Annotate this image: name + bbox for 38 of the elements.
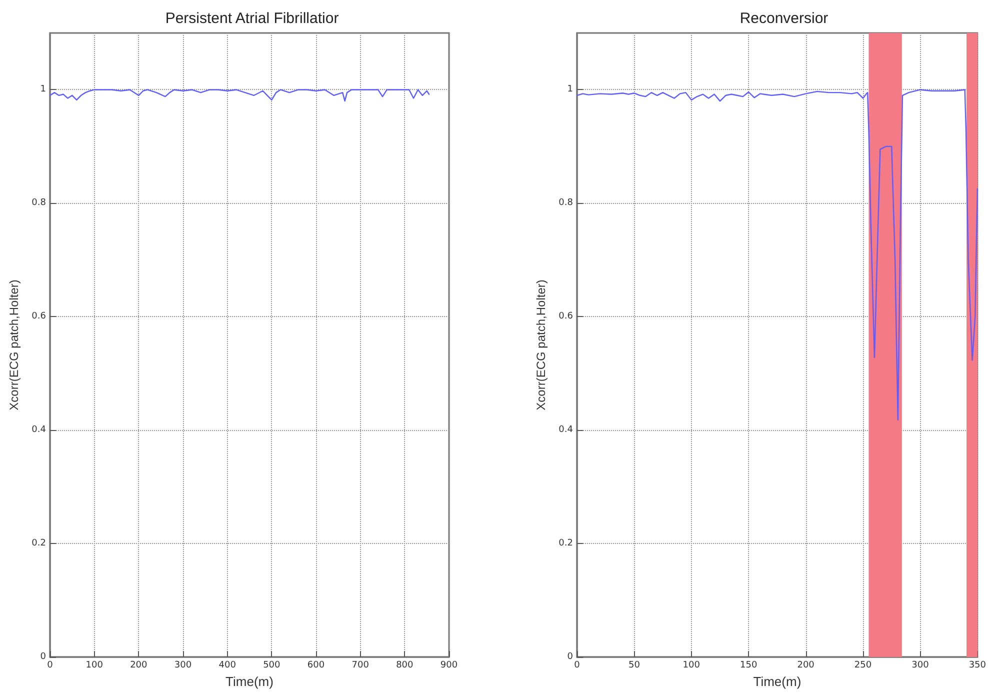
y-tick-label: 0.6 [32,312,46,322]
x-tick-label: 800 [396,660,414,670]
x-tick-label: 0 [574,660,580,670]
y-tick-label: 0.2 [558,538,573,549]
y-tick-label: 0 [40,652,46,662]
x-tick-label: 50 [628,660,640,670]
x-tick-label: 350 [968,660,986,670]
x-tick-label: 250 [854,660,872,670]
x-tick-label: 150 [740,660,758,670]
y-axis-title: Xcorr(ECG patch,Holter) [534,280,548,410]
y-tick-label: 0.2 [32,538,46,549]
x-tick-label: 0 [47,660,54,670]
y-tick-label: 1 [40,84,46,95]
x-tick-label: 300 [912,660,930,670]
x-tick-label: 200 [130,660,148,670]
x-tick-label: 400 [218,660,236,670]
x-tick-label: 100 [86,660,104,670]
y-tick-label: 0 [567,652,574,662]
line-series [49,89,430,102]
x-tick-label: 200 [797,660,815,670]
y-tick-label: 0.8 [32,198,46,208]
y-axis-title: Xcorr(ECG patch,Holter) [7,280,21,410]
x-tick-label: 500 [263,660,281,670]
x-axis-title: Time(m) [226,674,274,689]
line-series [576,89,978,420]
y-tick-label: 0.4 [558,425,574,436]
x-tick-label: 700 [352,660,370,670]
y-tick-label: 0.6 [558,312,574,322]
x-tick-label: 300 [174,660,192,670]
y-tick-label: 0.8 [558,198,574,208]
chart-title: Reconversior [740,10,828,27]
x-tick-label: 100 [682,660,700,670]
x-tick-label: 900 [440,660,458,670]
x-axis-title: Time(m) [753,674,802,689]
chart-title: Persistent Atrial Fibrillatior [165,10,339,27]
x-tick-label: 600 [307,660,325,670]
y-tick-label: 0.4 [32,425,46,436]
y-tick-label: 1 [567,84,573,95]
